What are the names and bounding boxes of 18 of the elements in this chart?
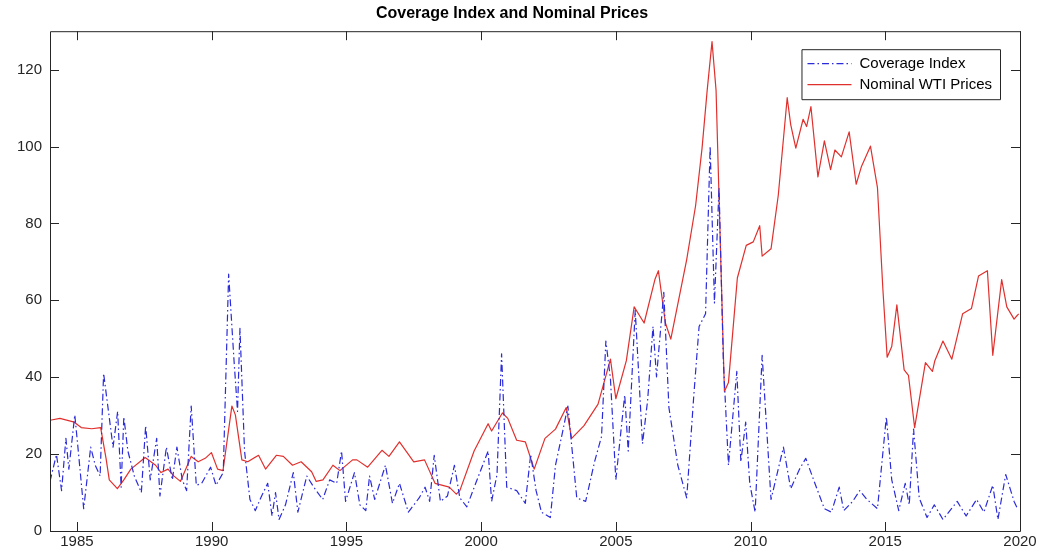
legend-label: Coverage Index	[859, 53, 966, 71]
x-tick-label: 2000	[464, 532, 498, 550]
y-tick-label: 100	[16, 136, 42, 154]
x-tick-label: 2010	[733, 532, 768, 550]
y-tick-label: 120	[16, 59, 42, 77]
chart-title: Coverage Index and Nominal Prices	[375, 4, 649, 22]
x-tick-label: 2015	[868, 532, 902, 550]
legend-label: Nominal WTI Prices	[859, 74, 993, 92]
y-tick-label: 40	[25, 367, 42, 385]
x-tick-label: 2005	[599, 532, 633, 550]
x-tick-label: 1985	[60, 532, 94, 550]
y-tick-label: 20	[25, 444, 42, 462]
x-tick-label: 1995	[329, 532, 364, 550]
y-tick-label: 80	[25, 213, 42, 231]
y-tick-label: 0	[33, 521, 42, 539]
x-tick-label: 1990	[194, 532, 229, 550]
y-tick-label: 60	[25, 290, 42, 308]
x-tick-label: 2020	[1003, 532, 1037, 550]
